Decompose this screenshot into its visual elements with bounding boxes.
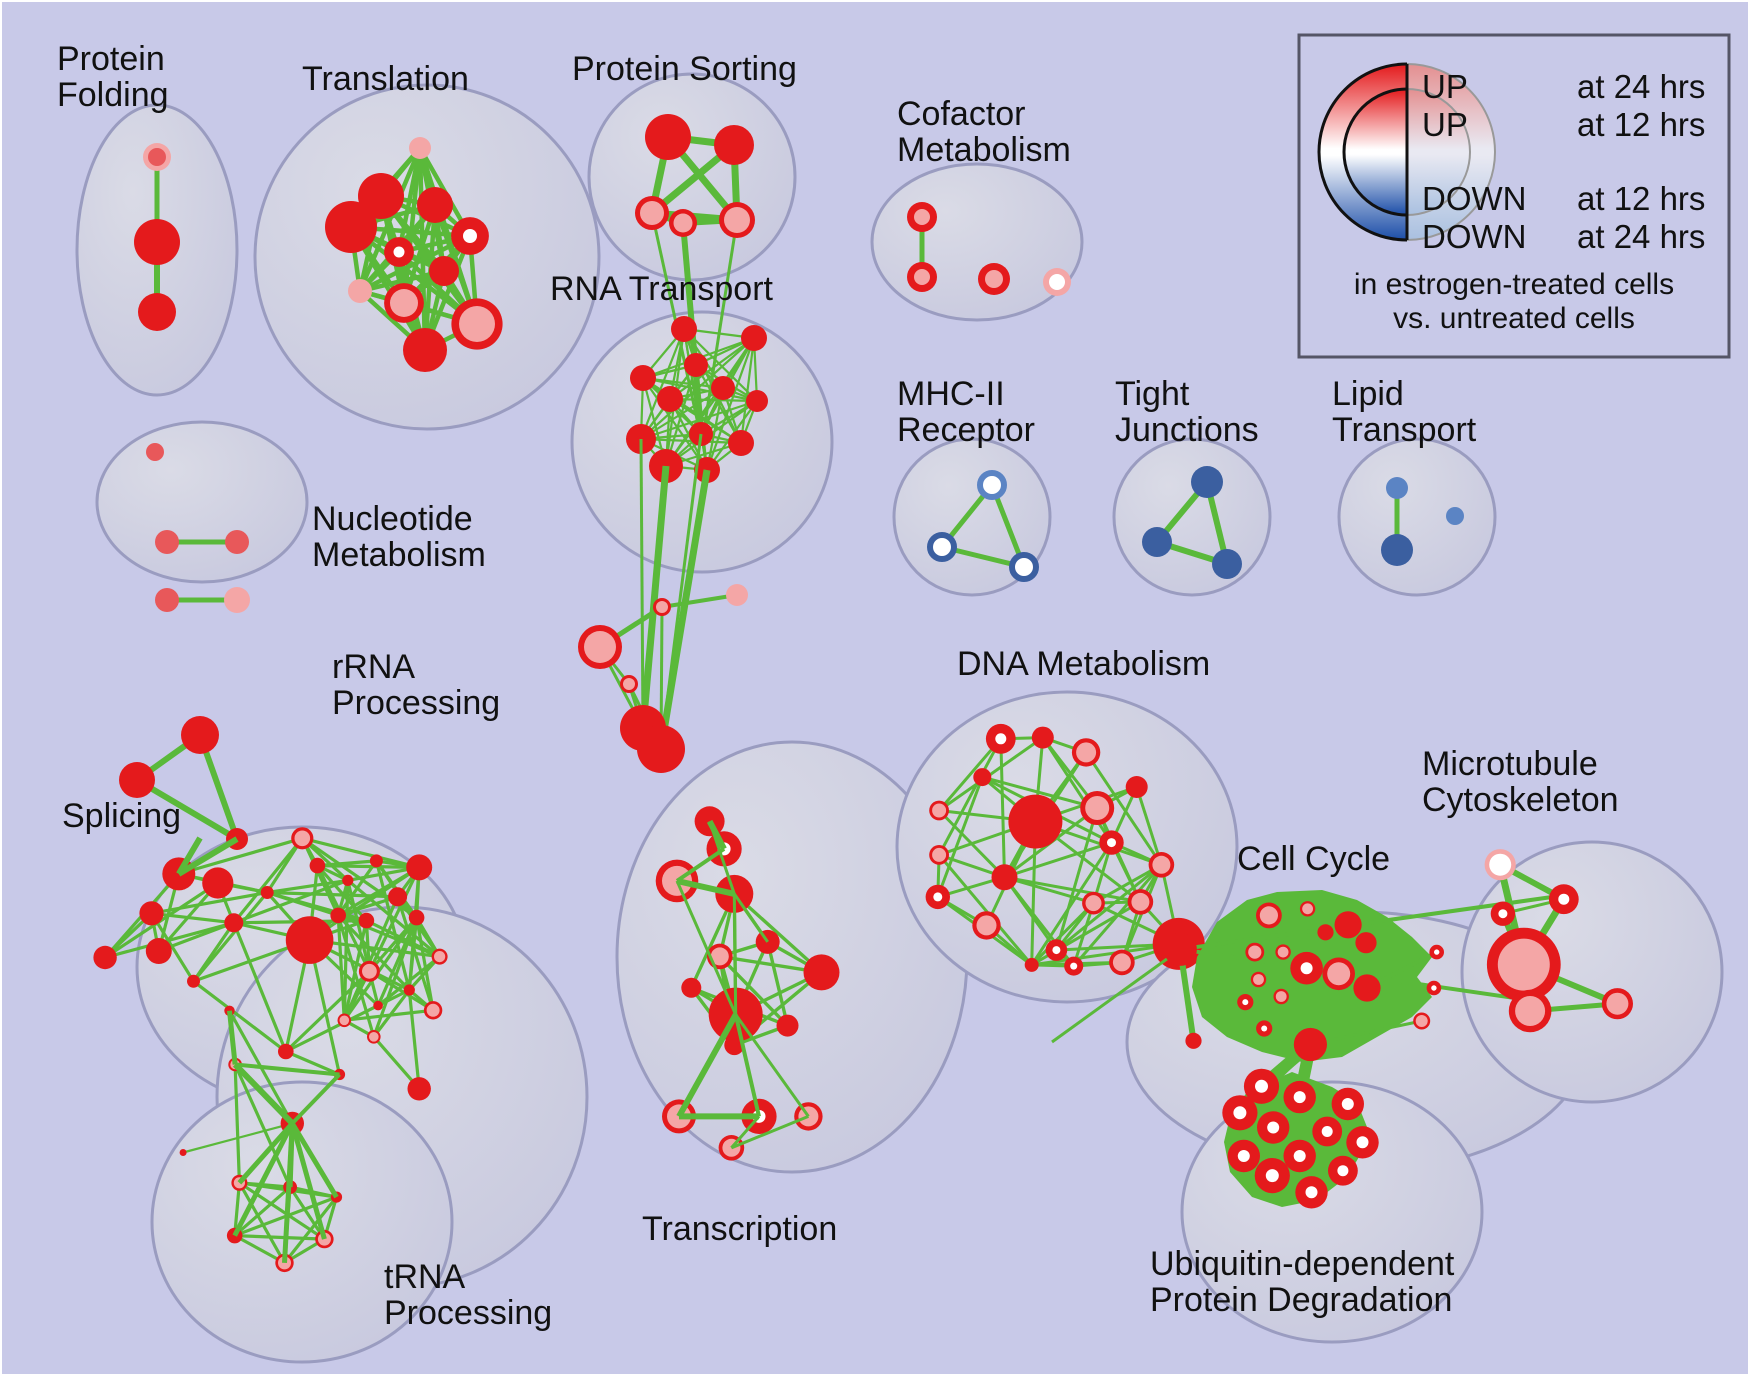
svg-text:at 12 hrs: at 12 hrs xyxy=(1577,180,1705,217)
svg-text:DOWN: DOWN xyxy=(1422,180,1526,217)
svg-text:DOWN: DOWN xyxy=(1422,218,1526,255)
svg-text:vs. untreated cells: vs. untreated cells xyxy=(1393,302,1635,335)
svg-text:UP: UP xyxy=(1422,68,1468,105)
svg-text:at 24 hrs: at 24 hrs xyxy=(1577,218,1705,255)
svg-text:UP: UP xyxy=(1422,106,1468,143)
svg-text:at 12 hrs: at 12 hrs xyxy=(1577,106,1705,143)
svg-text:at 24 hrs: at 24 hrs xyxy=(1577,68,1705,105)
svg-text:in estrogen-treated cells: in estrogen-treated cells xyxy=(1354,268,1674,301)
